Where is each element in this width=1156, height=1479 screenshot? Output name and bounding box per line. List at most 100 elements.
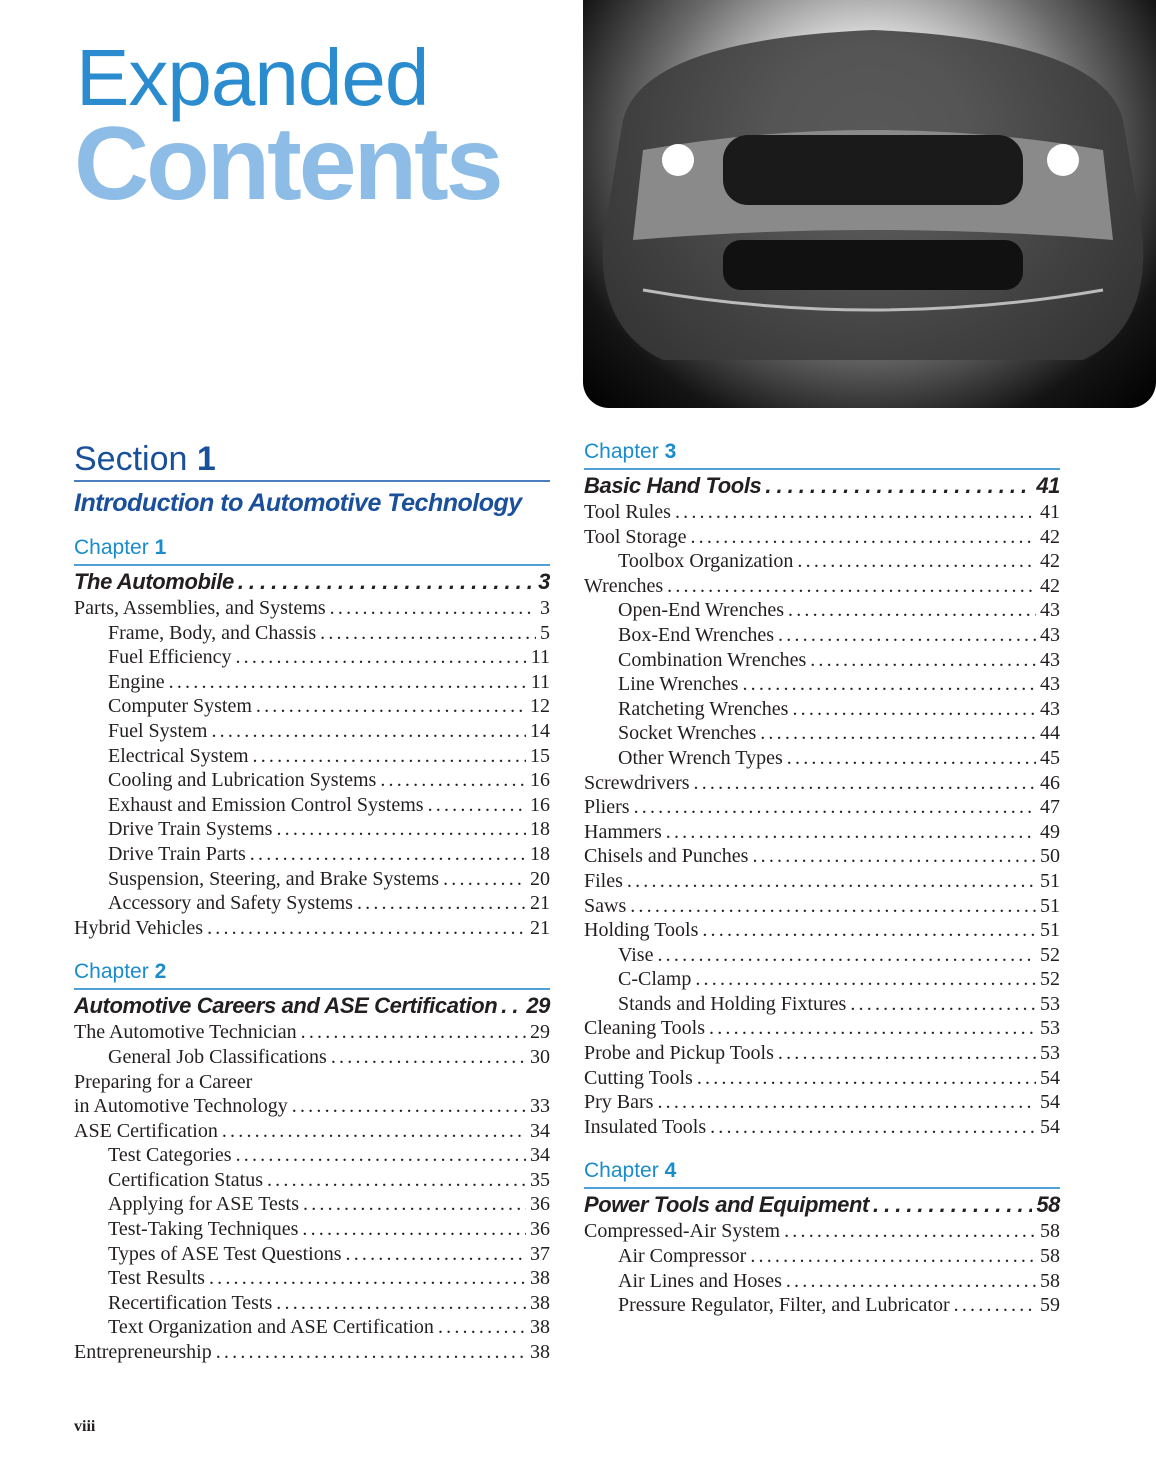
toc-entry[interactable]: Hammers.................................… bbox=[584, 820, 1060, 845]
entry-title: Line Wrenches bbox=[618, 673, 739, 696]
entry-page: 21 bbox=[530, 916, 550, 939]
toc-entry[interactable]: Tool Storage............................… bbox=[584, 525, 1060, 550]
toc-entry[interactable]: Computer System.........................… bbox=[74, 694, 550, 719]
section-label: Section bbox=[74, 440, 188, 478]
chapter-title-entry[interactable]: The Automobile..........................… bbox=[74, 568, 550, 596]
toc-entry[interactable]: Box-End Wrenches........................… bbox=[584, 623, 1060, 648]
toc-entry[interactable]: Test Results............................… bbox=[74, 1266, 550, 1291]
toc-entry[interactable]: Drive Train Systems.....................… bbox=[74, 817, 550, 842]
toc-entry[interactable]: Chisels and Punches.....................… bbox=[584, 844, 1060, 869]
toc-entry[interactable]: in Automotive Technology................… bbox=[74, 1094, 550, 1119]
entry-title: Tool Storage bbox=[584, 525, 687, 548]
toc-entry[interactable]: Engine..................................… bbox=[74, 670, 550, 695]
chapter-number: 4 bbox=[664, 1159, 677, 1183]
toc-entry[interactable]: Screwdrivers............................… bbox=[584, 771, 1060, 796]
entry-title: Compressed-Air System bbox=[584, 1220, 781, 1243]
entry-page: 58 bbox=[1040, 1220, 1060, 1243]
toc-entry[interactable]: Frame, Body, and Chassis................… bbox=[74, 621, 550, 646]
entry-title: Holding Tools bbox=[584, 919, 699, 942]
toc-entry[interactable]: Vise....................................… bbox=[584, 943, 1060, 968]
dot-leader: ........................................… bbox=[777, 1042, 1036, 1065]
entry-page: 58 bbox=[1036, 1192, 1060, 1218]
chapter-number: 2 bbox=[154, 960, 167, 984]
toc-entry[interactable]: Electrical System.......................… bbox=[74, 744, 550, 769]
entry-page: 29 bbox=[526, 993, 550, 1019]
toc-entry[interactable]: Pressure Regulator, Filter, and Lubricat… bbox=[584, 1293, 1060, 1318]
entry-title: Tool Rules bbox=[584, 501, 671, 523]
toc-entry[interactable]: General Job Classifications.............… bbox=[74, 1045, 550, 1070]
toc-entry[interactable]: Applying for ASE Tests..................… bbox=[74, 1192, 550, 1217]
entry-page: 16 bbox=[530, 769, 550, 792]
toc-entry[interactable]: Suspension, Steering, and Brake Systems.… bbox=[74, 867, 550, 892]
toc-entry[interactable]: Files...................................… bbox=[584, 869, 1060, 894]
toc-entry[interactable]: Exhaust and Emission Control Systems....… bbox=[74, 793, 550, 818]
toc-entry[interactable]: Recertification Tests...................… bbox=[74, 1291, 550, 1316]
toc-entry[interactable]: Insulated Tools.........................… bbox=[584, 1115, 1060, 1140]
toc-entry[interactable]: Tool Rules..............................… bbox=[584, 500, 1060, 525]
toc-entry[interactable]: Air Lines and Hoses.....................… bbox=[584, 1269, 1060, 1294]
toc-entry[interactable]: Pry Bars................................… bbox=[584, 1090, 1060, 1115]
toc-entry[interactable]: Test Categories.........................… bbox=[74, 1143, 550, 1168]
toc-entry[interactable]: Fuel System.............................… bbox=[74, 719, 550, 744]
toc-entry[interactable]: Cutting Tools...........................… bbox=[584, 1066, 1060, 1091]
toc-entry[interactable]: ASE Certification.......................… bbox=[74, 1119, 550, 1144]
entry-page: 18 bbox=[530, 842, 550, 865]
chapter-label: Chapter bbox=[584, 440, 659, 463]
dot-leader: ........................................… bbox=[252, 744, 526, 767]
entry-title: Box-End Wrenches bbox=[618, 623, 775, 646]
toc-entry[interactable]: Test-Taking Techniques..................… bbox=[74, 1217, 550, 1242]
toc-entry[interactable]: Text Organization and ASE Certification.… bbox=[74, 1315, 550, 1340]
toc-entry[interactable]: Parts, Assemblies, and Systems..........… bbox=[74, 596, 550, 621]
toc-entry[interactable]: Certification Status....................… bbox=[74, 1168, 550, 1193]
entry-title: Entrepreneurship bbox=[74, 1341, 212, 1364]
entry-title: Preparing for a Career bbox=[74, 1070, 253, 1093]
toc-entry[interactable]: The Automotive Technician...............… bbox=[74, 1020, 550, 1045]
toc-entry[interactable]: Accessory and Safety Systems............… bbox=[74, 891, 550, 916]
dot-leader: ........................................… bbox=[872, 1192, 1033, 1218]
entry-page: 58 bbox=[1040, 1245, 1060, 1268]
toc-entry[interactable]: C-Clamp.................................… bbox=[584, 967, 1060, 992]
entry-title: Exhaust and Emission Control Systems bbox=[108, 793, 424, 816]
dot-leader: ........................................… bbox=[953, 1294, 1036, 1317]
toc-entry[interactable]: Saws....................................… bbox=[584, 894, 1060, 919]
entry-title: Other Wrench Types bbox=[618, 746, 783, 769]
entry-page: 11 bbox=[530, 670, 550, 693]
dot-leader: ........................................… bbox=[760, 722, 1036, 745]
toc-entry[interactable]: Open-End Wrenches.......................… bbox=[584, 598, 1060, 623]
toc-entry[interactable]: Stands and Holding Fixtures.............… bbox=[584, 992, 1060, 1017]
dot-leader: ........................................… bbox=[765, 473, 1033, 498]
entry-page: 3 bbox=[538, 569, 550, 594]
entry-title: Combination Wrenches bbox=[618, 648, 807, 671]
toc-entry[interactable]: Toolbox Organization....................… bbox=[584, 549, 1060, 574]
entry-title: Drive Train Parts bbox=[108, 842, 246, 865]
toc-entry[interactable]: Combination Wrenches....................… bbox=[584, 648, 1060, 673]
entry-page: 43 bbox=[1040, 599, 1060, 622]
toc-entry[interactable]: Holding Tools...........................… bbox=[584, 918, 1060, 943]
toc-entry[interactable]: Probe and Pickup Tools..................… bbox=[584, 1041, 1060, 1066]
toc-entry[interactable]: Entrepreneurship........................… bbox=[74, 1340, 550, 1365]
chapter-title-entry[interactable]: Basic Hand Tools........................… bbox=[584, 472, 1060, 500]
toc-entry[interactable]: Other Wrench Types......................… bbox=[584, 746, 1060, 771]
toc-entry[interactable]: Wrenches................................… bbox=[584, 574, 1060, 599]
dot-leader: ........................................… bbox=[690, 525, 1036, 548]
toc-entry[interactable]: Line Wrenches...........................… bbox=[584, 672, 1060, 697]
toc-entry[interactable]: Drive Train Parts.......................… bbox=[74, 842, 550, 867]
chapter-title-entry[interactable]: Automotive Careers and ASE Certification… bbox=[74, 992, 550, 1020]
toc-entry[interactable]: Socket Wrenches.........................… bbox=[584, 721, 1060, 746]
toc-entry[interactable]: Cleaning Tools..........................… bbox=[584, 1016, 1060, 1041]
toc-entry[interactable]: Fuel Efficiency.........................… bbox=[74, 645, 550, 670]
dot-leader: ........................................… bbox=[797, 550, 1036, 573]
chapter-title-entry[interactable]: Power Tools and Equipment...............… bbox=[584, 1191, 1060, 1219]
entry-page: 34 bbox=[530, 1144, 550, 1167]
toc-entry[interactable]: Preparing for a Career bbox=[74, 1070, 550, 1095]
toc-entry[interactable]: Pliers..................................… bbox=[584, 795, 1060, 820]
entry-page: 29 bbox=[530, 1021, 550, 1044]
toc-entry[interactable]: Types of ASE Test Questions.............… bbox=[74, 1242, 550, 1267]
toc-entry[interactable]: Hybrid Vehicles.........................… bbox=[74, 916, 550, 941]
dot-leader: ........................................… bbox=[695, 968, 1036, 991]
toc-entry[interactable]: Air Compressor..........................… bbox=[584, 1244, 1060, 1269]
dot-leader: ........................................… bbox=[380, 769, 526, 792]
toc-entry[interactable]: Ratcheting Wrenches.....................… bbox=[584, 697, 1060, 722]
toc-entry[interactable]: Cooling and Lubrication Systems.........… bbox=[74, 768, 550, 793]
toc-entry[interactable]: Compressed-Air System...................… bbox=[584, 1219, 1060, 1244]
